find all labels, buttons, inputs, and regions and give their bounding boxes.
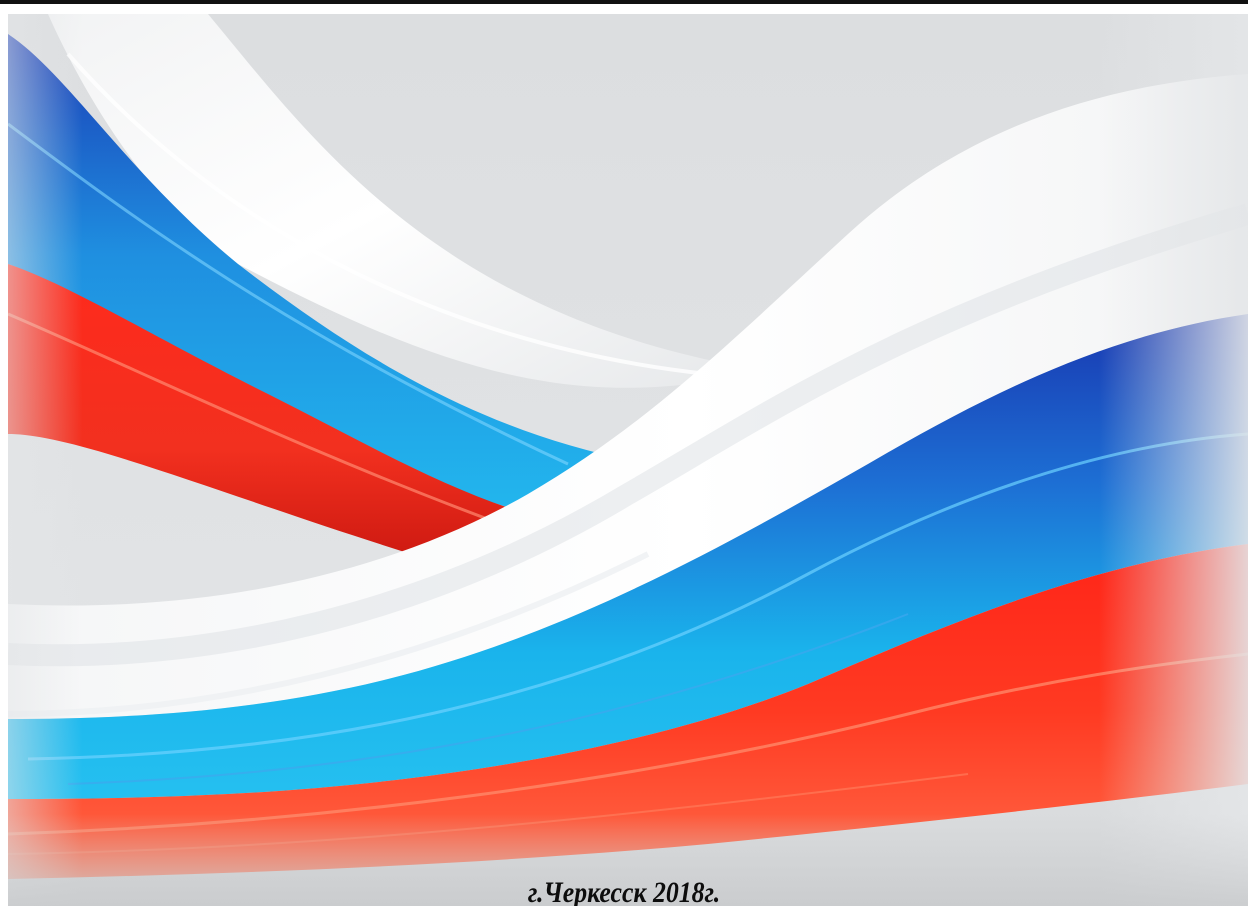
- tricolor-wave-artwork: [8, 14, 1248, 906]
- tricolor-wave-graphic: [8, 14, 1248, 906]
- city-year-caption: г.Черкесск 2018г.: [527, 876, 721, 906]
- top-border-line: [0, 0, 1248, 4]
